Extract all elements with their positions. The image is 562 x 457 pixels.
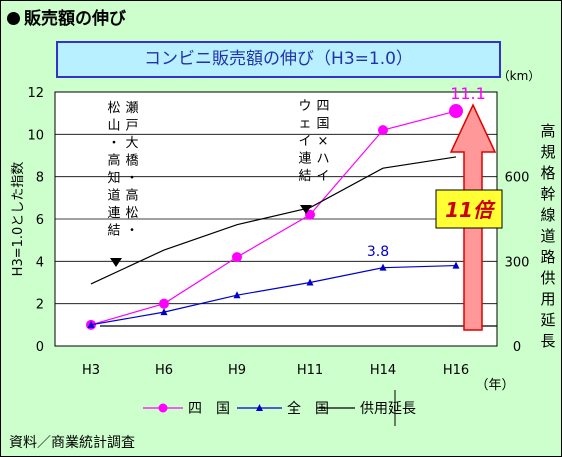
series-point-四国 <box>378 125 388 136</box>
y-left-tick-label: 4 <box>36 255 44 270</box>
event-marker <box>110 258 122 267</box>
series-point-四国 <box>232 252 242 263</box>
legend-swatch-marker <box>256 404 263 411</box>
event-label-char: ・ <box>125 171 138 186</box>
event-label-char: 松 <box>125 206 138 221</box>
ratio-label: 11倍 <box>445 198 496 222</box>
event-label-char: ・ <box>107 136 120 151</box>
event-label-char: 結 <box>298 169 311 184</box>
event-label-char: 大 <box>125 136 138 151</box>
series-point-全国 <box>379 263 387 271</box>
y-left-tick-label: 8 <box>36 171 44 186</box>
chart-title: コンビニ販売額の伸び（H3=1.0） <box>56 41 501 78</box>
event-label-char: 結 <box>107 224 120 239</box>
event-label-char: 戸 <box>125 119 138 134</box>
series-line-全国 <box>90 264 457 326</box>
bullet-icon <box>7 12 20 25</box>
x-tick-label: H11 <box>297 363 323 378</box>
event-label-char: 高 <box>125 188 138 204</box>
legend-swatch-marker <box>158 403 168 413</box>
series-point-全国 <box>160 308 168 316</box>
event-label-char: 知 <box>107 170 120 186</box>
series-line-供用延長 <box>90 156 457 285</box>
event-label-char: 山 <box>107 119 120 134</box>
source-note: 資料／商業統計調査 <box>9 435 135 451</box>
y-right-axis-label-char: 格 <box>540 164 555 182</box>
x-tick-label: H14 <box>370 363 396 378</box>
event-label-char: イ <box>316 169 329 184</box>
y-right-unit: （km） <box>498 69 541 83</box>
event-label-char: ハ <box>316 152 329 167</box>
y-right-axis-label-char: 長 <box>540 332 555 350</box>
series-point-四国 <box>159 298 169 309</box>
event-label-char: 連 <box>107 206 120 221</box>
event-label-char: × <box>318 134 329 149</box>
data-label-shikoku: 11.1 <box>450 84 486 103</box>
event-label-char: 瀬 <box>125 101 138 116</box>
y-left-axis-label: H3=1.0とした指数 <box>11 162 26 277</box>
event-label-char: 国 <box>316 117 329 132</box>
y-left-tick-label: 12 <box>27 86 44 101</box>
x-tick-label: H3 <box>82 363 100 378</box>
y-right-axis-label-char: 用 <box>540 290 555 308</box>
event-label-char: 道 <box>107 189 120 204</box>
event-label-char: 連 <box>298 152 311 167</box>
event-label-char: ウ <box>298 99 311 114</box>
series-point-全国 <box>306 278 314 286</box>
y-right-axis-label-char: 路 <box>540 248 555 266</box>
series-point-全国 <box>452 261 460 269</box>
event-label-char: 四 <box>316 99 329 114</box>
y-right-tick-label: 600 <box>505 171 530 186</box>
event-label-char: 高 <box>107 153 120 169</box>
legend-label: 全 国 <box>287 400 329 417</box>
y-left-tick-label: 10 <box>27 128 44 143</box>
y-left-tick-label: 2 <box>36 298 44 313</box>
event-label-char: 松 <box>107 101 120 116</box>
event-label-char: ・ <box>125 224 138 239</box>
y-right-axis-label-char: 線 <box>540 206 555 224</box>
y-right-tick-label: 300 <box>505 255 530 270</box>
y-right-tick-label: 0 <box>513 340 521 355</box>
y-right-axis-label-char: 規 <box>540 143 555 161</box>
x-unit-label: （年） <box>475 378 514 393</box>
series-point-四国 <box>449 104 463 119</box>
page-heading: 販売額の伸び <box>7 4 126 29</box>
series-point-全国 <box>87 320 95 328</box>
y-right-axis-label-char: 高 <box>540 122 555 140</box>
event-label-char: イ <box>298 134 311 149</box>
y-left-tick-label: 0 <box>36 340 44 355</box>
ratio-box <box>435 189 503 229</box>
x-tick-label: H9 <box>228 363 246 378</box>
legend-label: 四 国 <box>188 401 230 417</box>
series-point-全国 <box>233 291 241 299</box>
series-line-四国 <box>90 110 457 326</box>
page-heading-text: 販売額の伸び <box>24 9 126 29</box>
series-point-四国 <box>305 209 315 220</box>
y-right-axis-label-char: 幹 <box>540 185 555 203</box>
y-left-tick-label: 6 <box>36 213 44 228</box>
y-right-axis-label-char: 道 <box>540 227 555 245</box>
event-marker <box>300 205 312 214</box>
event-label-char: ェ <box>298 117 311 132</box>
event-label-char: 橋 <box>125 154 138 169</box>
x-tick-label: H6 <box>155 363 173 378</box>
x-tick-label: H16 <box>443 363 469 378</box>
data-label-zenkoku: 3.8 <box>367 244 389 260</box>
legend-label: 供用延長 <box>360 401 416 417</box>
y-right-axis-label-char: 供 <box>540 269 555 287</box>
y-right-axis-label-char: 延 <box>540 311 555 329</box>
